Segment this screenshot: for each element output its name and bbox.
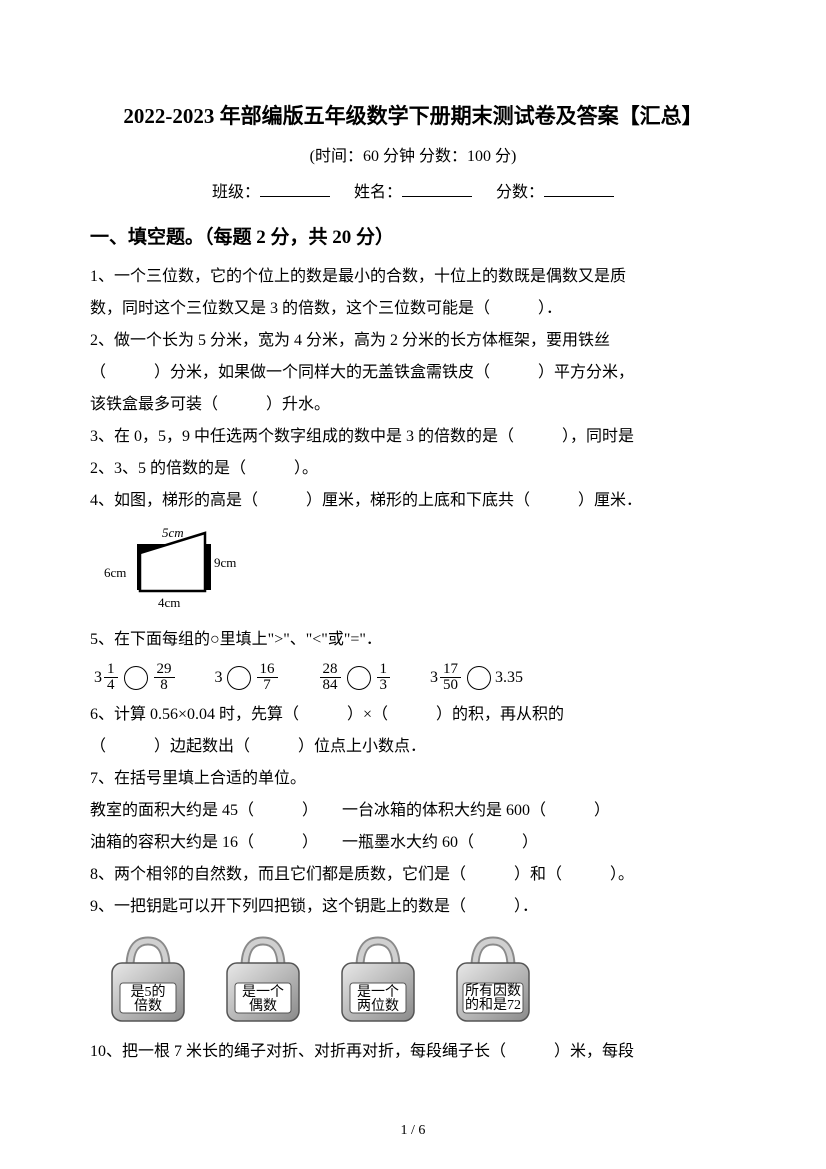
score-label: 分数： [496, 184, 544, 201]
q8: 8、两个相邻的自然数，而且它们都是质数，它们是（ ）和（ ）。 [90, 859, 736, 891]
class-blank[interactable] [260, 180, 330, 197]
trap-top-label: 5cm [162, 525, 184, 540]
q9: 9、一把钥匙可以开下列四把锁，这个钥匙上的数是（ ）． [90, 891, 736, 923]
cmp2-rden: 7 [260, 678, 274, 693]
cmp3-lden: 84 [320, 678, 341, 693]
cmp3-rnum: 1 [377, 662, 391, 678]
cmp3-circle[interactable] [347, 666, 371, 690]
cmp3-lnum: 28 [320, 662, 341, 678]
cmp-3: 2884 13 [318, 662, 393, 693]
cmp1-lden: 4 [104, 678, 118, 693]
score-blank[interactable] [544, 180, 614, 197]
q6-line2: （ ）边起数出（ ）位点上小数点． [90, 731, 736, 763]
q2-line1: 2、做一个长为 5 分米，宽为 4 分米，高为 2 分米的长方体框架，要用铁丝 [90, 325, 736, 357]
name-label: 姓名： [354, 184, 402, 201]
lock4-l1: 所有因数 [465, 983, 521, 999]
q10: 10、把一根 7 米长的绳子对折、对折再对折，每段绳子长（ ）米，每段 [90, 1036, 736, 1068]
cmp2-rnum: 16 [257, 662, 278, 678]
q4: 4、如图，梯形的高是（ ）厘米，梯形的上底和下底共（ ）厘米． [90, 485, 736, 517]
q3-line1: 3、在 0，5，9 中任选两个数字组成的数中是 3 的倍数的是（ ），同时是 [90, 421, 736, 453]
cmp1-circle[interactable] [124, 666, 148, 690]
cmp4-lnum: 17 [440, 662, 461, 678]
trapezoid-svg: 5cm 6cm 9cm 4cm [100, 523, 270, 618]
page-footer: 1 / 6 [0, 1123, 826, 1139]
lock1-l1: 是5的 [131, 984, 166, 1000]
q2-line3: 该铁盒最多可装（ ）升水。 [90, 389, 736, 421]
lock1-l2: 倍数 [134, 998, 162, 1014]
trapezoid-figure: 5cm 6cm 9cm 4cm [100, 523, 736, 618]
lock-1: 是5的 倍数 [100, 933, 195, 1028]
lock4-l2: 的和是72 [465, 997, 521, 1013]
page-title: 2022-2023 年部编版五年级数学下册期末测试卷及答案【汇总】 [90, 100, 736, 130]
cmp3-rden: 3 [377, 678, 391, 693]
q2-line2: （ ）分米，如果做一个同样大的无盖铁盒需铁皮（ ）平方分米， [90, 357, 736, 389]
meta-row: 班级： 姓名： 分数： [90, 178, 736, 202]
q1-line2: 数，同时这个三位数又是 3 的倍数，这个三位数可能是（ ）． [90, 293, 736, 325]
cmp-2: 3 167 [215, 662, 280, 693]
lock-4: 所有因数 的和是72 [445, 933, 540, 1028]
lock2-l2: 偶数 [249, 998, 277, 1014]
cmp-1: 3 14 298 [94, 662, 177, 693]
locks-row: 是5的 倍数 是一个 偶数 是一个 两位数 所有因数 的和是72 [100, 933, 736, 1028]
cmp2-circle[interactable] [227, 666, 251, 690]
lock-3: 是一个 两位数 [330, 933, 425, 1028]
lock2-l1: 是一个 [242, 984, 284, 1000]
cmp1-lnum: 1 [104, 662, 118, 678]
cmp1-rnum: 29 [154, 662, 175, 678]
lock3-l1: 是一个 [357, 984, 399, 1000]
q7-line3: 油箱的容积大约是 16（ ） 一瓶墨水大约 60（ ） [90, 827, 736, 859]
q5: 5、在下面每组的○里填上">"、"<"或"="． [90, 624, 736, 656]
cmp1-rden: 8 [157, 678, 171, 693]
q3-line2: 2、3、5 的倍数的是（ ）。 [90, 453, 736, 485]
cmp2-int: 3 [215, 669, 223, 687]
comparison-row: 3 14 298 3 167 2884 13 3 1750 3.35 [94, 662, 736, 693]
cmp4-circle[interactable] [467, 666, 491, 690]
subtitle: (时间：60 分钟 分数：100 分) [90, 142, 736, 166]
cmp4-lden: 50 [440, 678, 461, 693]
trap-right-label: 9cm [214, 555, 236, 570]
trap-left-label: 6cm [104, 565, 126, 580]
cmp1-int: 3 [94, 669, 102, 687]
lock-2: 是一个 偶数 [215, 933, 310, 1028]
lock3-l2: 两位数 [357, 998, 399, 1014]
trap-bottom-label: 4cm [158, 595, 180, 610]
class-label: 班级： [212, 184, 260, 201]
cmp4-int: 3 [430, 669, 438, 687]
cmp-4: 3 1750 3.35 [430, 662, 523, 693]
name-blank[interactable] [402, 180, 472, 197]
section-1-heading: 一、填空题。（每题 2 分，共 20 分） [90, 222, 736, 249]
q1-line1: 1、一个三位数，它的个位上的数是最小的合数，十位上的数既是偶数又是质 [90, 261, 736, 293]
cmp4-right: 3.35 [495, 669, 523, 687]
q7-line1: 7、在括号里填上合适的单位。 [90, 763, 736, 795]
q6-line1: 6、计算 0.56×0.04 时，先算（ ）×（ ）的积，再从积的 [90, 699, 736, 731]
q7-line2: 教室的面积大约是 45（ ） 一台冰箱的体积大约是 600（ ） [90, 795, 736, 827]
